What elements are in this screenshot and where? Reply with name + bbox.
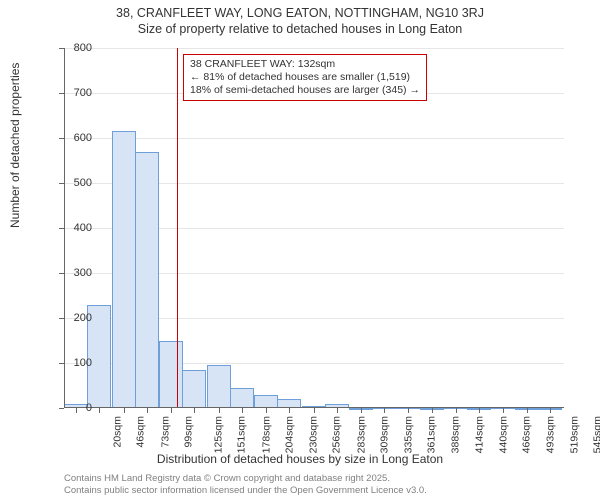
x-tick-mark — [503, 408, 504, 413]
x-tick-mark — [456, 408, 457, 413]
x-tick-label: 545sqm — [592, 416, 600, 453]
x-tick-label: 466sqm — [520, 416, 532, 453]
x-tick-label: 230sqm — [307, 416, 319, 453]
x-tick-label: 73sqm — [159, 416, 171, 448]
x-tick-label: 125sqm — [212, 416, 224, 453]
y-tick-label: 200 — [52, 312, 92, 324]
x-tick-label: 361sqm — [425, 416, 437, 453]
x-tick-label: 99sqm — [183, 416, 195, 448]
x-tick-mark — [289, 408, 290, 413]
x-tick-label: 204sqm — [283, 416, 295, 453]
y-tick-label: 500 — [52, 177, 92, 189]
x-tick-mark — [479, 408, 480, 413]
y-tick-label: 600 — [52, 132, 92, 144]
plot-area: 38 CRANFLEET WAY: 132sqm ← 81% of detach… — [64, 48, 564, 408]
y-axis-label: Number of detached properties — [8, 63, 22, 228]
x-tick-mark — [124, 408, 125, 413]
x-tick-mark — [337, 408, 338, 413]
chart-title-main: 38, CRANFLEET WAY, LONG EATON, NOTTINGHA… — [0, 0, 600, 20]
x-tick-mark — [171, 408, 172, 413]
x-tick-label: 388sqm — [450, 416, 462, 453]
x-tick-mark — [99, 408, 100, 413]
x-tick-mark — [432, 408, 433, 413]
x-tick-label: 20sqm — [111, 416, 123, 448]
x-tick-label: 151sqm — [236, 416, 248, 453]
y-tick-label: 300 — [52, 267, 92, 279]
annotation-line-2: ← 81% of detached houses are smaller (1,… — [190, 71, 420, 84]
y-tick-label: 0 — [52, 402, 92, 414]
x-tick-mark — [194, 408, 195, 413]
x-tick-label: 178sqm — [260, 416, 272, 453]
x-tick-mark — [550, 408, 551, 413]
x-tick-mark — [314, 408, 315, 413]
x-tick-label: 335sqm — [402, 416, 414, 453]
x-tick-label: 440sqm — [497, 416, 509, 453]
x-tick-label: 46sqm — [135, 416, 147, 448]
annotation-box: 38 CRANFLEET WAY: 132sqm ← 81% of detach… — [183, 54, 427, 101]
x-tick-mark — [266, 408, 267, 413]
x-tick-mark — [147, 408, 148, 413]
x-tick-label: 309sqm — [378, 416, 390, 453]
annotation-line-1: 38 CRANFLEET WAY: 132sqm — [190, 58, 420, 71]
footer-text: Contains HM Land Registry data © Crown c… — [64, 473, 427, 496]
y-tick-label: 800 — [52, 42, 92, 54]
x-tick-mark — [527, 408, 528, 413]
footer-line-1: Contains HM Land Registry data © Crown c… — [64, 473, 427, 484]
y-tick-label: 400 — [52, 222, 92, 234]
chart-title-sub: Size of property relative to detached ho… — [0, 20, 600, 36]
footer-line-2: Contains public sector information licen… — [64, 485, 427, 496]
x-tick-label: 414sqm — [473, 416, 485, 453]
y-tick-label: 700 — [52, 87, 92, 99]
x-tick-mark — [384, 408, 385, 413]
chart-container: { "title_main": "38, CRANFLEET WAY, LONG… — [0, 0, 600, 500]
x-tick-mark — [361, 408, 362, 413]
x-tick-label: 519sqm — [568, 416, 580, 453]
x-tick-mark — [242, 408, 243, 413]
x-tick-mark — [219, 408, 220, 413]
y-tick-label: 100 — [52, 357, 92, 369]
x-tick-label: 256sqm — [330, 416, 342, 453]
x-tick-label: 283sqm — [355, 416, 367, 453]
x-tick-label: 493sqm — [545, 416, 557, 453]
annotation-line-3: 18% of semi-detached houses are larger (… — [190, 84, 420, 97]
x-axis-label: Distribution of detached houses by size … — [0, 452, 600, 466]
x-tick-mark — [408, 408, 409, 413]
